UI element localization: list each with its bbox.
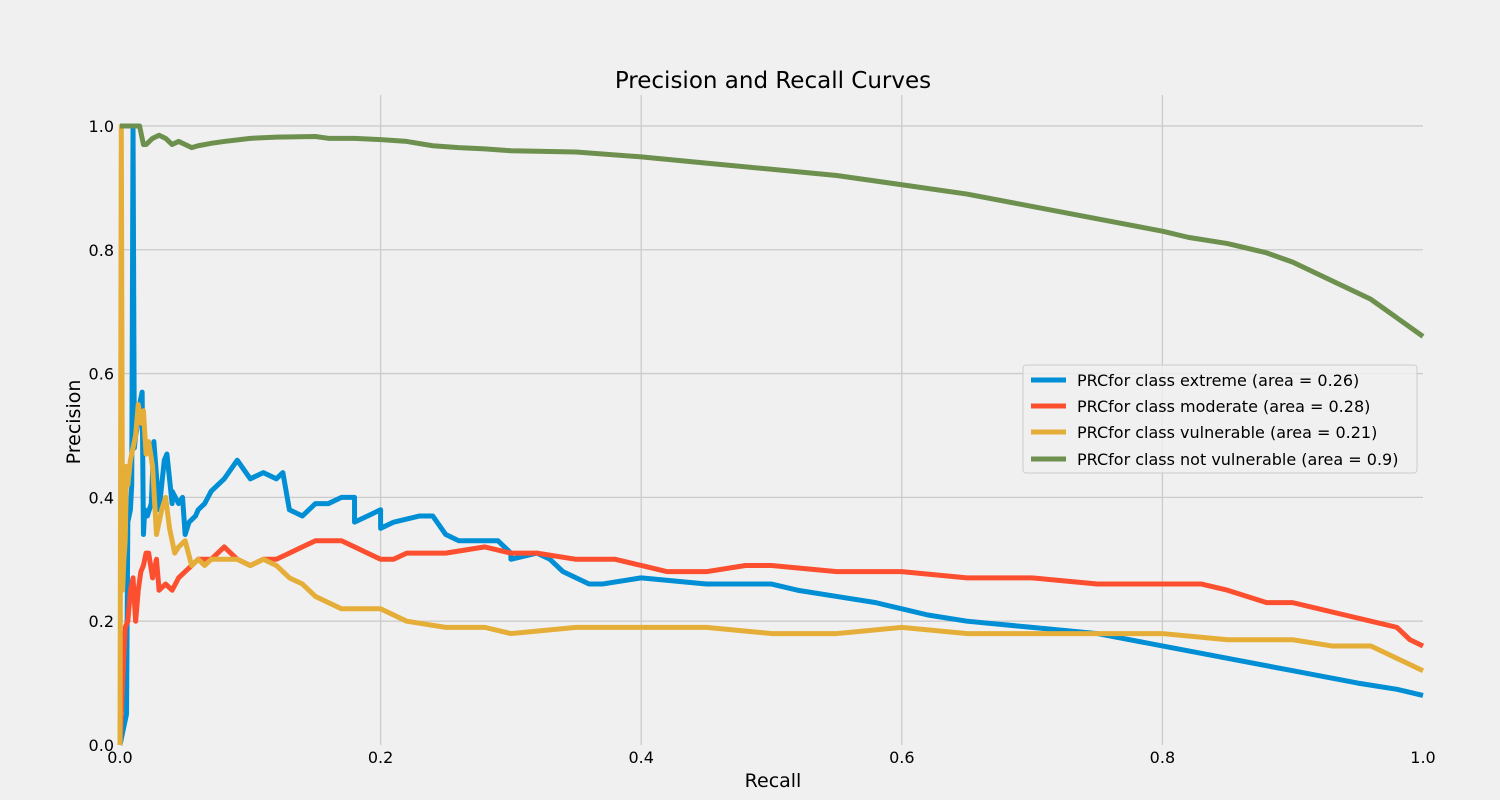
series-lines	[117, 123, 1425, 746]
legend: PRCfor class extreme (area = 0.26) PRCfo…	[1022, 364, 1418, 474]
y-axis-label: Precision	[63, 380, 85, 465]
x-tick-label: 0.0	[107, 748, 132, 767]
series-line-0	[117, 123, 1424, 746]
y-tick-label: 0.8	[89, 241, 114, 260]
y-axis-ticks: 0.0 0.2 0.4 0.6 0.8 1.0	[89, 117, 114, 755]
series-line-2	[117, 123, 1425, 746]
y-tick-label: 0.2	[89, 612, 114, 631]
legend-box	[1022, 364, 1418, 474]
y-tick-label: 0.6	[89, 365, 114, 384]
legend-label-not-vulnerable: PRCfor class not vulnerable (area = 0.9)	[1077, 450, 1398, 469]
chart-title: Precision and Recall Curves	[615, 68, 931, 94]
x-tick-label: 0.4	[628, 748, 653, 767]
series-line-1	[117, 538, 1425, 746]
y-tick-label: 1.0	[89, 117, 114, 136]
x-axis-ticks: 0.0 0.2 0.4 0.6 0.8 1.0	[107, 748, 1435, 767]
x-axis-label: Recall	[745, 770, 802, 792]
legend-label-moderate: PRCfor class moderate (area = 0.28)	[1077, 397, 1370, 416]
legend-label-vulnerable: PRCfor class vulnerable (area = 0.21)	[1077, 423, 1377, 442]
x-tick-label: 0.8	[1150, 748, 1175, 767]
y-tick-label: 0.4	[89, 488, 114, 507]
legend-label-extreme: PRCfor class extreme (area = 0.26)	[1077, 371, 1359, 390]
y-tick-label: 0.0	[89, 736, 114, 755]
x-tick-label: 0.2	[368, 748, 393, 767]
x-tick-label: 0.6	[889, 748, 914, 767]
series-line-3	[120, 123, 1425, 339]
x-tick-label: 1.0	[1410, 748, 1435, 767]
